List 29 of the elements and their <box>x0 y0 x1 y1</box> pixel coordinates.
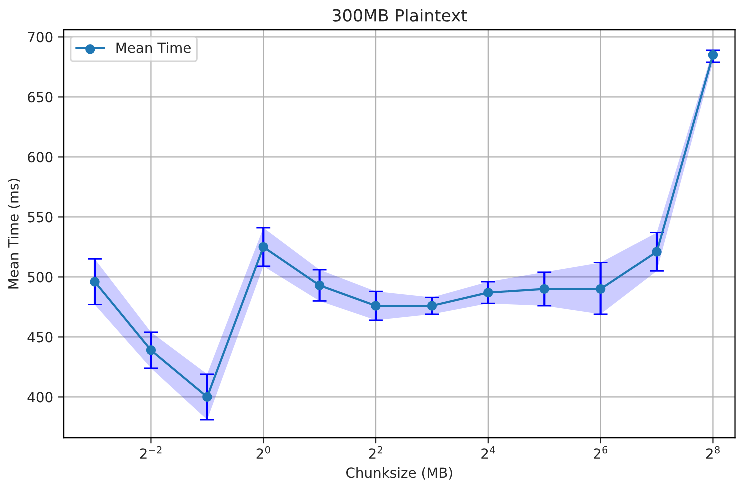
legend-label: Mean Time <box>116 42 191 54</box>
x-tick-label: 2$^{−2}$ <box>140 446 162 459</box>
point <box>708 50 718 60</box>
point <box>258 242 268 252</box>
point <box>90 277 100 287</box>
y-tick-label: 400 <box>28 392 53 403</box>
x-tick-label: 2$^{4}$ <box>482 446 496 459</box>
point <box>314 280 325 290</box>
y-axis-title: Mean Time (ms) <box>8 179 20 289</box>
point <box>652 247 662 257</box>
point <box>427 301 438 311</box>
point <box>202 392 212 402</box>
point <box>146 346 156 356</box>
x-tick-label: 2$^{8}$ <box>706 446 720 459</box>
y-tick-label: 550 <box>28 212 53 223</box>
x-tick-label: 2$^{0}$ <box>256 446 270 459</box>
point <box>484 288 494 298</box>
y-tick-label: 700 <box>28 32 53 43</box>
y-tick-label: 450 <box>28 332 53 343</box>
y-tick-label: 500 <box>28 272 53 283</box>
y-tick-label: 600 <box>28 152 53 163</box>
point <box>371 301 381 311</box>
chart-title: 300MB Plaintext <box>332 9 468 22</box>
point <box>540 284 550 294</box>
y-tick-label: 650 <box>28 92 53 103</box>
x-tick-label: 2$^{6}$ <box>594 446 608 459</box>
point <box>596 284 606 294</box>
x-tick-label: 2$^{2}$ <box>369 446 382 459</box>
x-axis-title: Chunksize (MB) <box>346 467 452 480</box>
